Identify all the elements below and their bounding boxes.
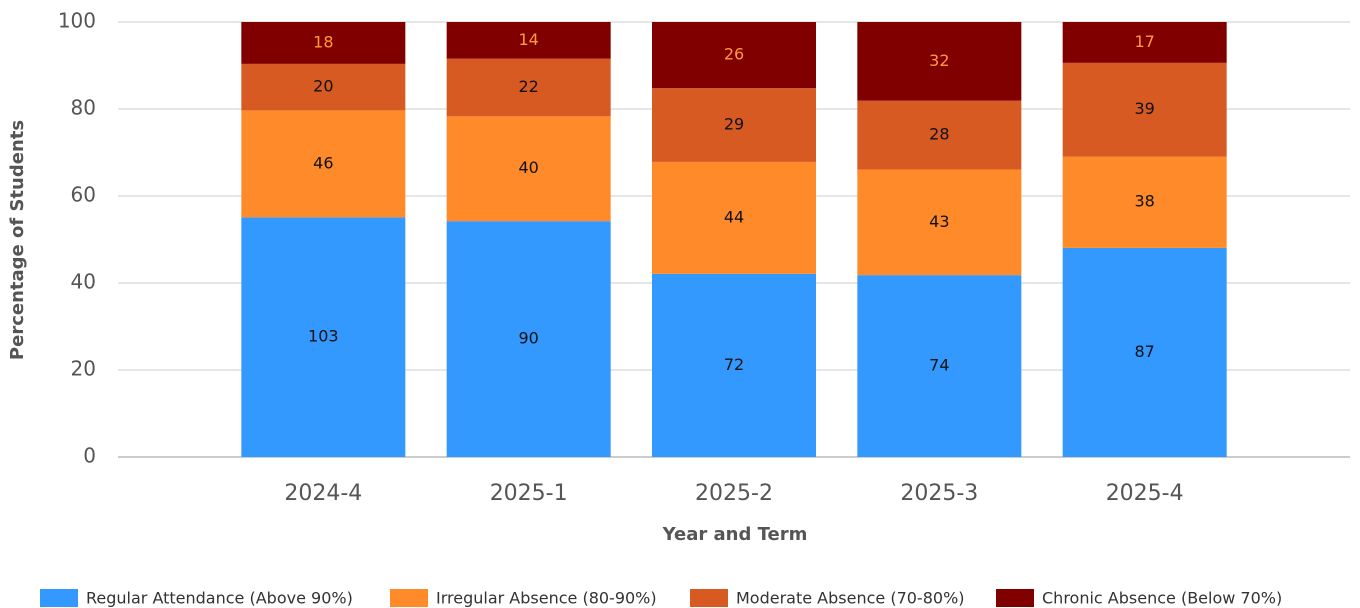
legend-swatch: [390, 589, 428, 607]
legend-label: Moderate Absence (70-80%): [736, 589, 965, 608]
data-label: 90: [518, 329, 538, 348]
data-label: 38: [1134, 192, 1154, 211]
bar-segment: [446, 221, 611, 457]
legend-swatch: [996, 589, 1034, 607]
legend-swatch: [40, 589, 78, 607]
bar-segment: [446, 58, 611, 117]
data-label: 17: [1134, 32, 1154, 51]
data-label: 44: [724, 207, 744, 226]
x-tick-label: 2025-3: [900, 481, 978, 506]
y-tick-label: 100: [58, 9, 96, 33]
legend-label: Irregular Absence (80-90%): [436, 589, 657, 608]
bar-segment: [857, 100, 1022, 170]
data-label: 14: [518, 30, 538, 49]
bar-segment: [1062, 62, 1227, 157]
bar-segment: [1062, 22, 1227, 63]
data-label: 87: [1134, 342, 1154, 361]
y-tick-label: 80: [71, 96, 96, 120]
x-tick-label: 2025-2: [695, 481, 773, 506]
legend-label: Regular Attendance (Above 90%): [86, 589, 353, 608]
data-label: 18: [313, 32, 333, 51]
legend-swatch: [690, 589, 728, 607]
data-label: 22: [518, 77, 538, 96]
bar-segment: [446, 22, 611, 59]
bar-segment: [857, 275, 1022, 457]
bar-segment: [1062, 156, 1227, 248]
bar-segment: [241, 22, 406, 64]
data-label: 103: [308, 327, 339, 346]
bar-segment: [652, 88, 816, 162]
data-label: 39: [1134, 99, 1154, 118]
bar-segment: [241, 63, 406, 111]
bar-segment: [446, 116, 611, 222]
y-axis-title: Percentage of Students: [7, 120, 28, 360]
data-label: 40: [518, 158, 538, 177]
y-tick-label: 40: [71, 270, 96, 294]
bar-segment: [241, 217, 406, 457]
bar-segment: [241, 110, 406, 218]
x-tick-label: 2025-1: [490, 481, 568, 506]
bar-segment: [1062, 247, 1227, 457]
legend-label: Chronic Absence (Below 70%): [1042, 589, 1282, 608]
x-tick-label: 2024-4: [284, 481, 362, 506]
data-label: 72: [724, 355, 744, 374]
data-label: 32: [929, 51, 949, 70]
y-tick-label: 0: [83, 444, 96, 468]
y-tick-label: 20: [71, 357, 96, 381]
x-tick-label: 2025-4: [1106, 481, 1184, 506]
y-tick-label: 60: [71, 183, 96, 207]
data-label: 74: [929, 356, 949, 375]
bar-segment: [652, 22, 816, 89]
bar-segment: [652, 273, 816, 457]
bar-segment: [652, 161, 816, 274]
data-label: 46: [313, 153, 333, 172]
bar-segment: [857, 22, 1022, 101]
x-axis-title: Year and Term: [662, 524, 808, 545]
data-label: 26: [724, 45, 744, 64]
bar-segment: [857, 169, 1022, 276]
data-label: 43: [929, 212, 949, 231]
data-label: 28: [929, 125, 949, 144]
data-label: 20: [313, 77, 333, 96]
data-label: 29: [724, 115, 744, 134]
